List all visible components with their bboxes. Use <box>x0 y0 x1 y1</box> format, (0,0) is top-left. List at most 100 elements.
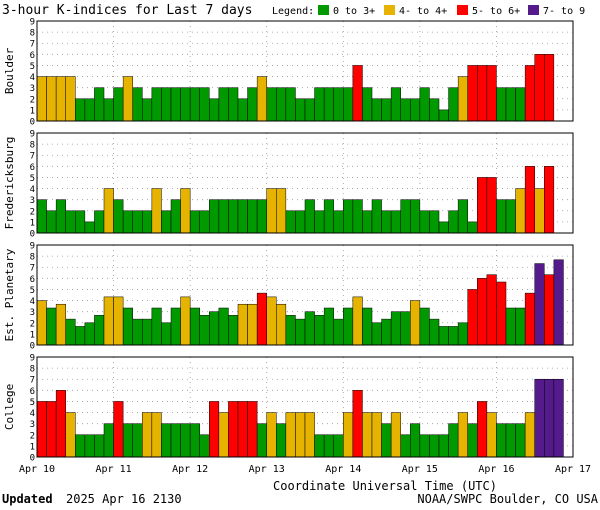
bar <box>323 87 334 122</box>
y-tick-label: 2 <box>30 95 35 105</box>
y-tick-label: 3 <box>30 420 35 430</box>
bar <box>75 210 86 234</box>
bar <box>457 412 468 458</box>
bar <box>170 307 181 346</box>
bar <box>266 188 277 234</box>
bar <box>419 210 430 234</box>
bar <box>285 210 296 234</box>
bar <box>343 412 354 458</box>
bar <box>419 307 430 346</box>
y-tick-label: 6 <box>30 387 35 397</box>
bar <box>209 311 220 346</box>
bar <box>285 315 296 346</box>
bar <box>343 87 354 122</box>
legend-swatch-4 <box>528 5 539 15</box>
bar <box>323 199 334 234</box>
bar <box>218 412 229 458</box>
updated-label: Updated <box>2 492 53 506</box>
y-tick-label: 0 <box>30 230 35 240</box>
bar <box>390 412 401 458</box>
panels: 0123456789Boulder0123456789Fredericksbur… <box>3 18 574 464</box>
bar <box>381 423 392 458</box>
bar <box>189 423 200 458</box>
bar <box>429 434 440 458</box>
bar <box>477 401 488 458</box>
bar <box>161 210 172 234</box>
bar <box>553 378 564 458</box>
y-tick-label: 2 <box>30 207 35 217</box>
bar <box>362 210 373 234</box>
bar <box>304 98 315 122</box>
y-tick-label: 7 <box>30 376 35 386</box>
bar <box>276 303 287 346</box>
bar <box>553 259 564 346</box>
x-tick-label: Apr 15 <box>402 464 438 475</box>
bar <box>333 434 344 458</box>
legend-item-label: 4- to 4+ <box>399 6 447 17</box>
bar <box>343 199 354 234</box>
bar <box>256 76 267 122</box>
bar <box>151 188 162 234</box>
y-tick-label: 5 <box>30 398 35 408</box>
bar <box>362 412 373 458</box>
y-tick-label: 8 <box>30 253 35 263</box>
bar <box>142 210 153 234</box>
y-tick-label: 1 <box>30 442 35 452</box>
y-tick-label: 2 <box>30 431 35 441</box>
bar <box>65 210 76 234</box>
bar <box>390 87 401 122</box>
bar <box>55 76 66 122</box>
bar <box>410 423 421 458</box>
bar <box>122 423 133 458</box>
bar <box>276 87 287 122</box>
bar <box>142 318 153 346</box>
bar <box>371 98 382 122</box>
bar <box>161 322 172 346</box>
bar <box>515 87 526 122</box>
x-tick-label: Apr 17 <box>555 464 591 475</box>
bar <box>505 423 516 458</box>
bar <box>180 188 191 234</box>
bar <box>505 87 516 122</box>
bar <box>113 401 124 458</box>
bar <box>352 390 363 458</box>
updated-value: 2025 Apr 16 2130 <box>66 492 182 506</box>
bar <box>209 199 220 234</box>
bar <box>333 318 344 346</box>
bar <box>55 390 66 458</box>
bar <box>266 412 277 458</box>
y-tick-label: 3 <box>30 84 35 94</box>
bar <box>228 199 239 234</box>
bar <box>314 87 325 122</box>
bar <box>36 401 47 458</box>
bar <box>467 289 478 346</box>
bar <box>256 292 267 346</box>
bar <box>410 199 421 234</box>
panel-label: Boulder <box>3 47 16 94</box>
bar <box>419 87 430 122</box>
bar <box>132 423 143 458</box>
y-tick-label: 0 <box>30 118 35 128</box>
y-tick-label: 7 <box>30 40 35 50</box>
y-tick-label: 8 <box>30 141 35 151</box>
legend-swatch-1 <box>318 5 329 15</box>
bar <box>496 87 507 122</box>
bar <box>400 311 411 346</box>
bar <box>429 318 440 346</box>
bar <box>410 98 421 122</box>
y-tick-label: 7 <box>30 152 35 162</box>
bar <box>304 199 315 234</box>
bar <box>457 322 468 346</box>
bar <box>390 210 401 234</box>
bar <box>84 221 95 234</box>
bar <box>323 434 334 458</box>
x-axis-ticks: Apr 10 Apr 11 Apr 12 Apr 13 Apr 14 Apr 15 Apr … <box>19 464 591 475</box>
y-tick-label: 6 <box>30 275 35 285</box>
y-tick-label: 4 <box>30 297 35 307</box>
panel-label: Est. Planetary <box>3 248 16 341</box>
bar <box>237 401 248 458</box>
legend-swatch-3 <box>457 5 468 15</box>
bar <box>228 401 239 458</box>
